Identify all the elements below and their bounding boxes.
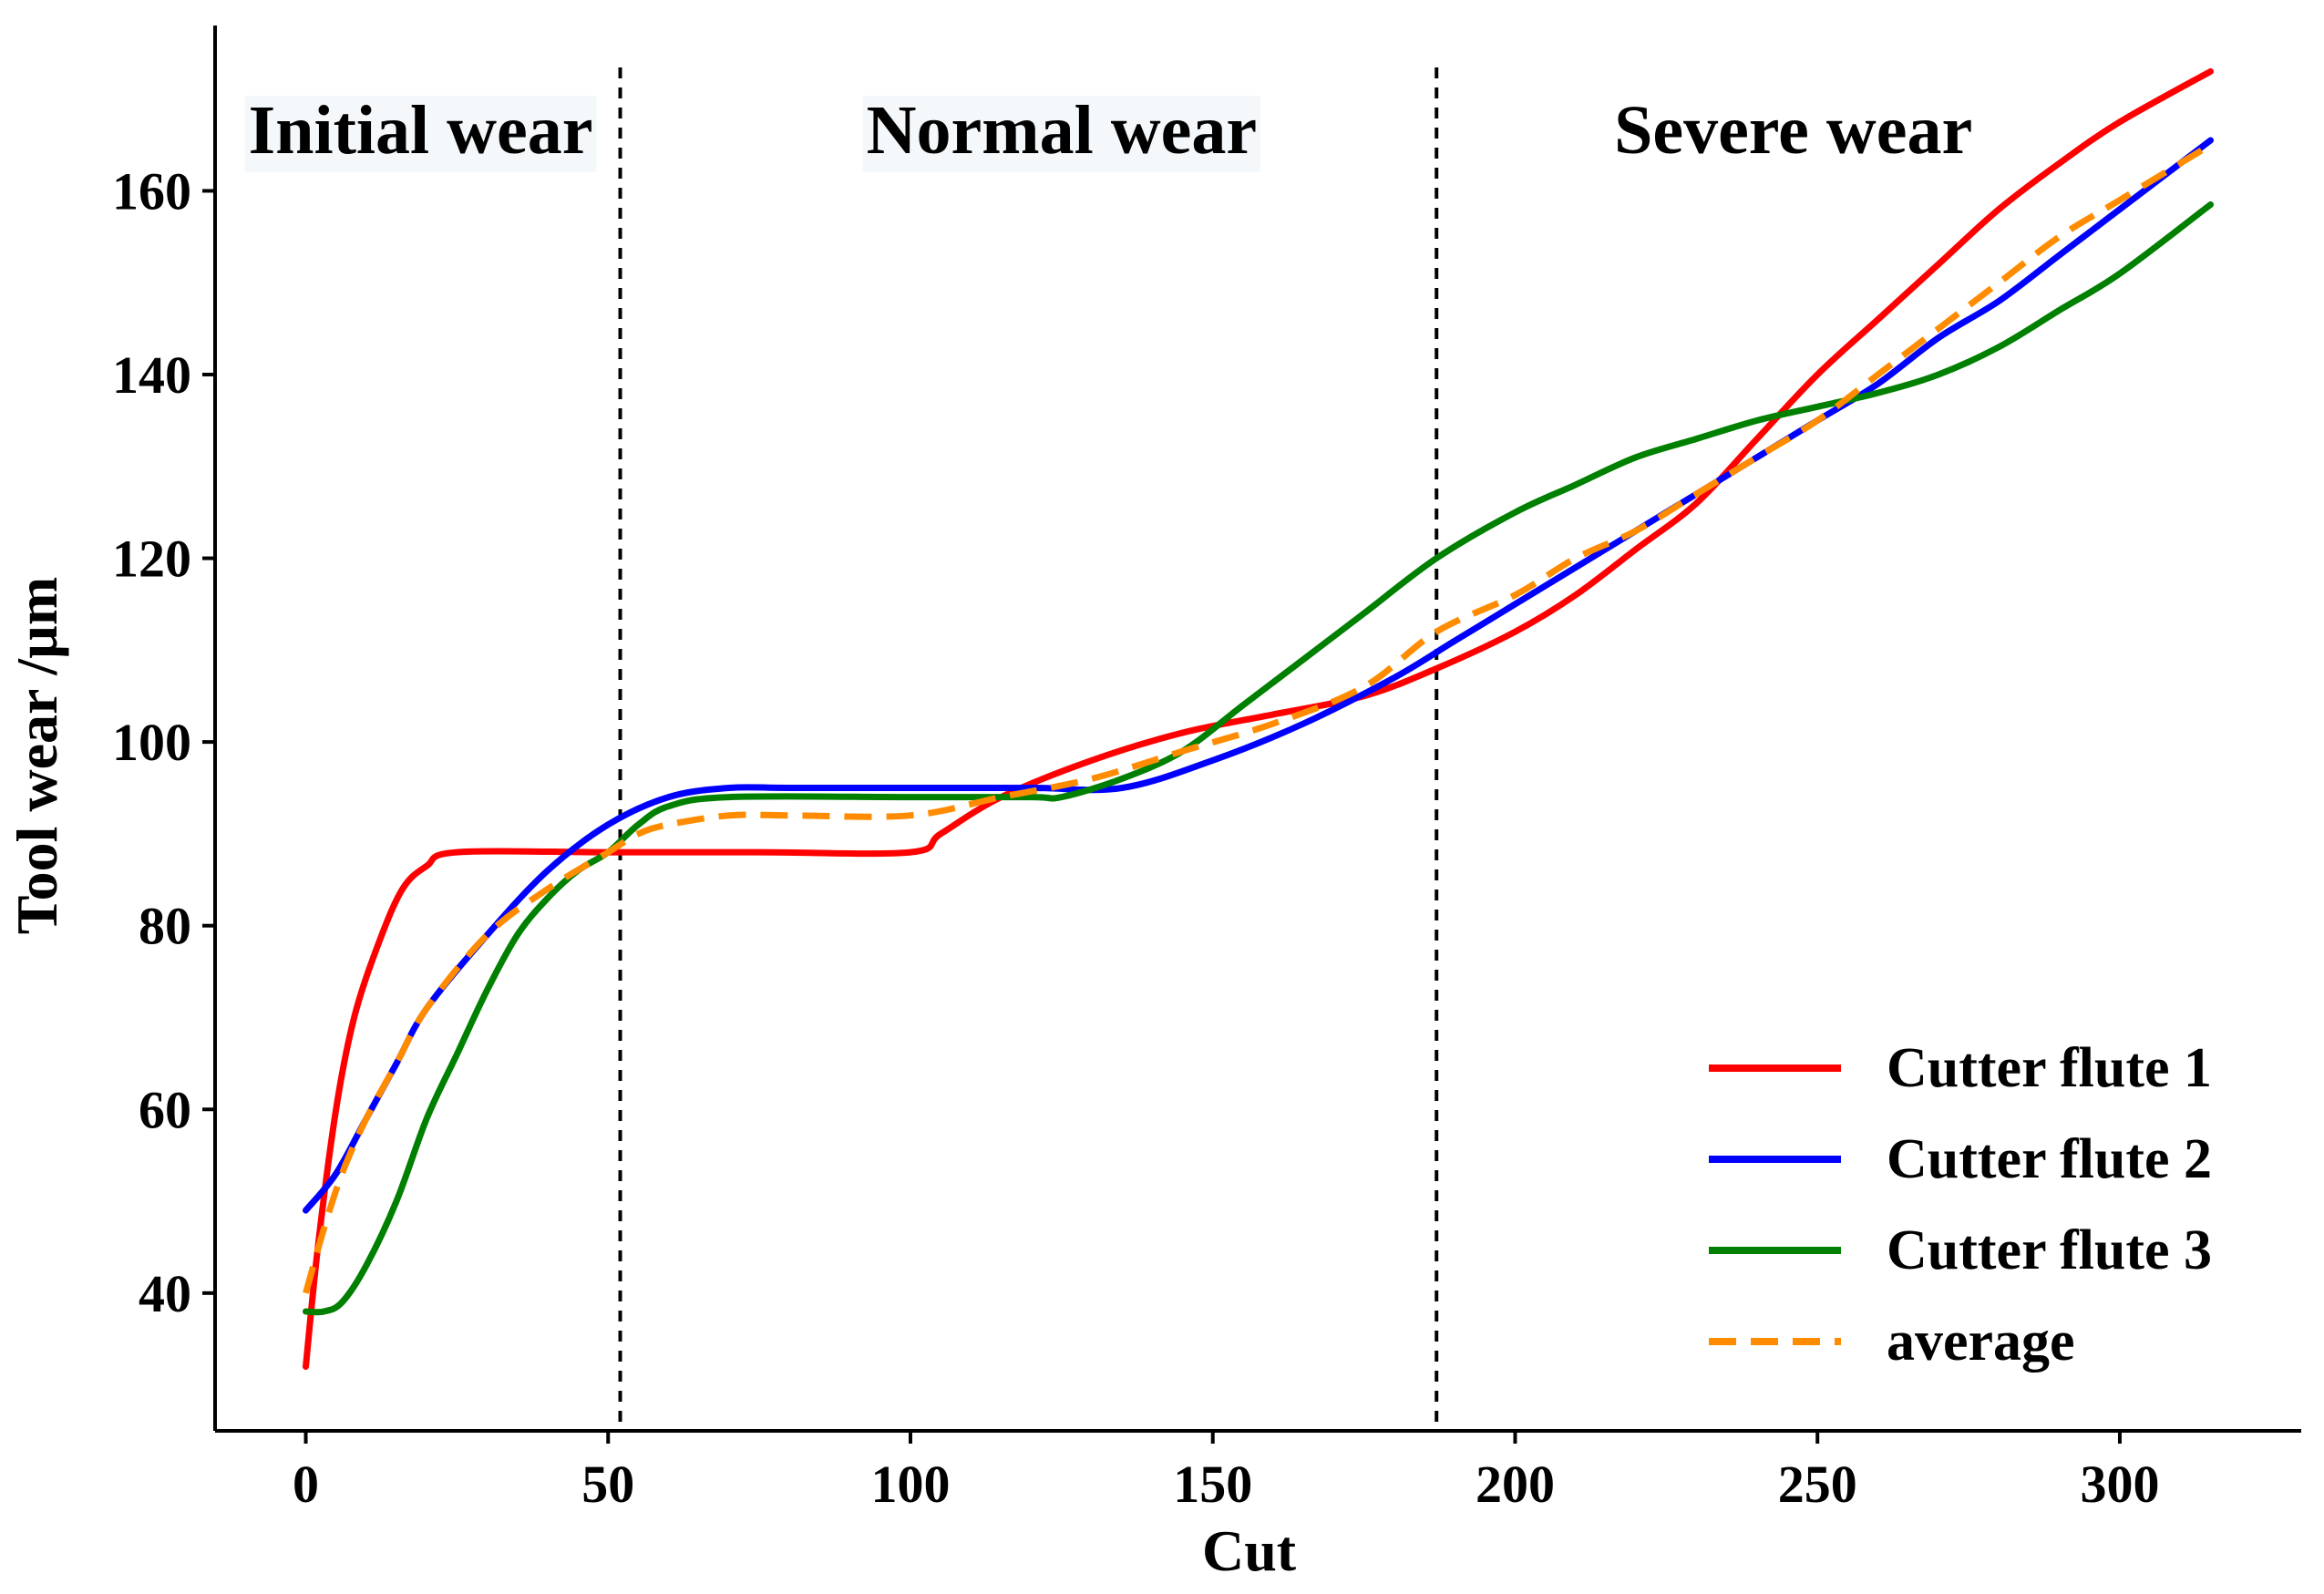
phase-label-background — [862, 96, 1261, 172]
x-tick-label: 200 — [1476, 1455, 1555, 1514]
series-line-4 — [303, 142, 2213, 1294]
legend-label: Cutter flute 1 — [1887, 1037, 2212, 1099]
series-line-2 — [303, 137, 2214, 1214]
y-tick-label: 100 — [112, 713, 191, 772]
series-line-1 — [303, 67, 2214, 1370]
phase-label: Normal wear — [867, 92, 1257, 169]
axes: 0 50 100 150 200 250 300 40 60 80 100 120 140 160 Cut T… — [5, 26, 2301, 1583]
phase-annotations: Initial wear Normal wear Severe wear — [244, 67, 1972, 1431]
legend: Cutter flute 1 Cutter flute 2 Cutter flute… — [1709, 1037, 2212, 1373]
legend-label: average — [1887, 1311, 2075, 1373]
y-tick-label: 160 — [112, 161, 191, 221]
y-tick-label: 140 — [112, 345, 191, 405]
y-tick-label: 60 — [139, 1080, 191, 1139]
y-tick-label: 40 — [139, 1264, 191, 1323]
y-tick-label: 120 — [112, 530, 191, 589]
x-tick-label: 50 — [581, 1455, 634, 1514]
series-lines — [303, 67, 2214, 1370]
x-tick-label: 150 — [1173, 1455, 1252, 1514]
x-tick-label: 300 — [2080, 1455, 2159, 1514]
phase-label: Severe wear — [1614, 92, 1972, 169]
x-tick-label: 0 — [293, 1455, 319, 1514]
x-tick-label: 250 — [1778, 1455, 1857, 1514]
y-axis-title: Tool wear /µm — [5, 577, 69, 934]
x-axis-title: Cut — [1202, 1518, 1297, 1583]
series-line-3 — [303, 201, 2214, 1316]
legend-label: Cutter flute 2 — [1887, 1128, 2212, 1190]
phase-label: Initial wear — [249, 92, 593, 169]
phase-label-background — [244, 96, 597, 172]
legend-label: Cutter flute 3 — [1887, 1219, 2212, 1281]
x-tick-label: 100 — [871, 1455, 951, 1514]
y-tick-label: 80 — [139, 897, 191, 956]
